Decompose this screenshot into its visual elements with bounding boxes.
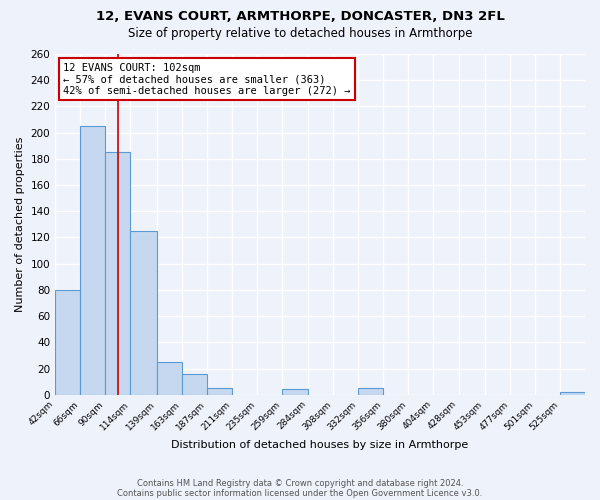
X-axis label: Distribution of detached houses by size in Armthorpe: Distribution of detached houses by size …: [172, 440, 469, 450]
Text: 12, EVANS COURT, ARMTHORPE, DONCASTER, DN3 2FL: 12, EVANS COURT, ARMTHORPE, DONCASTER, D…: [95, 10, 505, 23]
Y-axis label: Number of detached properties: Number of detached properties: [15, 136, 25, 312]
Bar: [182, 374, 206, 394]
Bar: [106, 152, 130, 394]
Bar: [130, 231, 157, 394]
Bar: [206, 388, 232, 394]
Bar: [55, 290, 80, 395]
Bar: [560, 392, 585, 394]
Bar: [80, 126, 106, 394]
Bar: [358, 388, 383, 394]
Text: 12 EVANS COURT: 102sqm
← 57% of detached houses are smaller (363)
42% of semi-de: 12 EVANS COURT: 102sqm ← 57% of detached…: [63, 62, 350, 96]
Bar: [157, 362, 182, 394]
Text: Contains HM Land Registry data © Crown copyright and database right 2024.: Contains HM Land Registry data © Crown c…: [137, 478, 463, 488]
Text: Size of property relative to detached houses in Armthorpe: Size of property relative to detached ho…: [128, 28, 472, 40]
Text: Contains public sector information licensed under the Open Government Licence v3: Contains public sector information licen…: [118, 488, 482, 498]
Bar: [282, 390, 308, 394]
